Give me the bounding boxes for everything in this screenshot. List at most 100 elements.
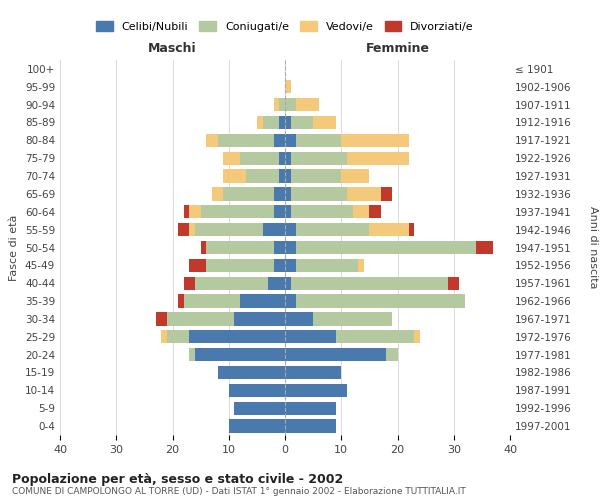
Bar bbox=[274, 134, 285, 147]
Bar bbox=[195, 276, 268, 290]
Bar bbox=[240, 294, 285, 308]
Bar bbox=[285, 98, 296, 112]
Bar bbox=[296, 134, 341, 147]
Bar bbox=[235, 312, 285, 326]
Bar bbox=[380, 187, 392, 200]
Bar bbox=[223, 170, 245, 183]
Bar bbox=[285, 348, 386, 362]
Bar bbox=[290, 205, 353, 218]
Bar bbox=[167, 330, 190, 344]
Bar bbox=[274, 258, 285, 272]
Bar bbox=[285, 80, 290, 94]
Bar bbox=[285, 276, 290, 290]
Bar bbox=[415, 330, 420, 344]
Bar bbox=[290, 187, 347, 200]
Bar bbox=[386, 348, 398, 362]
Bar bbox=[296, 241, 476, 254]
Bar bbox=[190, 223, 195, 236]
Bar bbox=[178, 294, 184, 308]
Bar bbox=[370, 223, 409, 236]
Bar bbox=[280, 116, 285, 129]
Text: Maschi: Maschi bbox=[148, 42, 197, 54]
Bar bbox=[235, 402, 285, 415]
Bar bbox=[218, 134, 274, 147]
Bar bbox=[285, 205, 290, 218]
Y-axis label: Fasce di età: Fasce di età bbox=[10, 214, 19, 280]
Bar bbox=[218, 366, 285, 379]
Bar bbox=[285, 420, 335, 433]
Bar bbox=[476, 241, 493, 254]
Bar bbox=[195, 223, 263, 236]
Bar bbox=[285, 170, 290, 183]
Bar bbox=[296, 223, 370, 236]
Bar bbox=[200, 205, 274, 218]
Bar bbox=[296, 258, 358, 272]
Bar bbox=[358, 258, 364, 272]
Bar bbox=[195, 348, 285, 362]
Bar bbox=[178, 223, 190, 236]
Bar bbox=[290, 170, 341, 183]
Bar bbox=[280, 98, 285, 112]
Text: COMUNE DI CAMPOLONGO AL TORRE (UD) - Dati ISTAT 1° gennaio 2002 - Elaborazione T: COMUNE DI CAMPOLONGO AL TORRE (UD) - Dat… bbox=[12, 488, 466, 496]
Text: Popolazione per età, sesso e stato civile - 2002: Popolazione per età, sesso e stato civil… bbox=[12, 472, 343, 486]
Bar bbox=[290, 116, 313, 129]
Bar bbox=[190, 258, 206, 272]
Bar bbox=[285, 384, 347, 397]
Y-axis label: Anni di nascita: Anni di nascita bbox=[588, 206, 598, 289]
Bar bbox=[274, 98, 280, 112]
Bar bbox=[296, 294, 465, 308]
Bar bbox=[229, 384, 285, 397]
Bar bbox=[409, 223, 415, 236]
Legend: Celibi/Nubili, Coniugati/e, Vedovi/e, Divorziati/e: Celibi/Nubili, Coniugati/e, Vedovi/e, Di… bbox=[92, 17, 478, 36]
Bar bbox=[274, 205, 285, 218]
Bar bbox=[190, 205, 200, 218]
Bar bbox=[268, 276, 285, 290]
Bar bbox=[206, 134, 218, 147]
Bar bbox=[280, 170, 285, 183]
Bar bbox=[223, 152, 240, 165]
Bar bbox=[285, 116, 290, 129]
Bar bbox=[313, 116, 335, 129]
Bar bbox=[285, 366, 341, 379]
Bar bbox=[296, 98, 319, 112]
Bar bbox=[313, 312, 392, 326]
Bar bbox=[184, 205, 190, 218]
Bar bbox=[285, 294, 296, 308]
Bar bbox=[290, 152, 347, 165]
Bar bbox=[347, 152, 409, 165]
Bar bbox=[285, 312, 313, 326]
Bar bbox=[341, 170, 370, 183]
Text: Femmine: Femmine bbox=[365, 42, 430, 54]
Bar bbox=[223, 187, 274, 200]
Bar bbox=[206, 258, 274, 272]
Bar bbox=[155, 312, 167, 326]
Bar bbox=[200, 241, 206, 254]
Bar bbox=[263, 223, 285, 236]
Bar bbox=[229, 420, 285, 433]
Bar bbox=[285, 223, 296, 236]
Bar bbox=[274, 187, 285, 200]
Bar bbox=[167, 312, 235, 326]
Bar bbox=[285, 241, 296, 254]
Bar bbox=[184, 276, 195, 290]
Bar bbox=[190, 330, 285, 344]
Bar bbox=[190, 348, 195, 362]
Bar bbox=[263, 116, 280, 129]
Bar bbox=[353, 205, 370, 218]
Bar bbox=[280, 152, 285, 165]
Bar bbox=[285, 330, 335, 344]
Bar bbox=[285, 187, 290, 200]
Bar bbox=[161, 330, 167, 344]
Bar bbox=[347, 187, 380, 200]
Bar bbox=[335, 330, 415, 344]
Bar bbox=[206, 241, 274, 254]
Bar bbox=[290, 276, 448, 290]
Bar bbox=[245, 170, 280, 183]
Bar bbox=[370, 205, 380, 218]
Bar bbox=[285, 402, 335, 415]
Bar bbox=[341, 134, 409, 147]
Bar bbox=[285, 134, 296, 147]
Bar bbox=[257, 116, 263, 129]
Bar bbox=[184, 294, 240, 308]
Bar bbox=[448, 276, 460, 290]
